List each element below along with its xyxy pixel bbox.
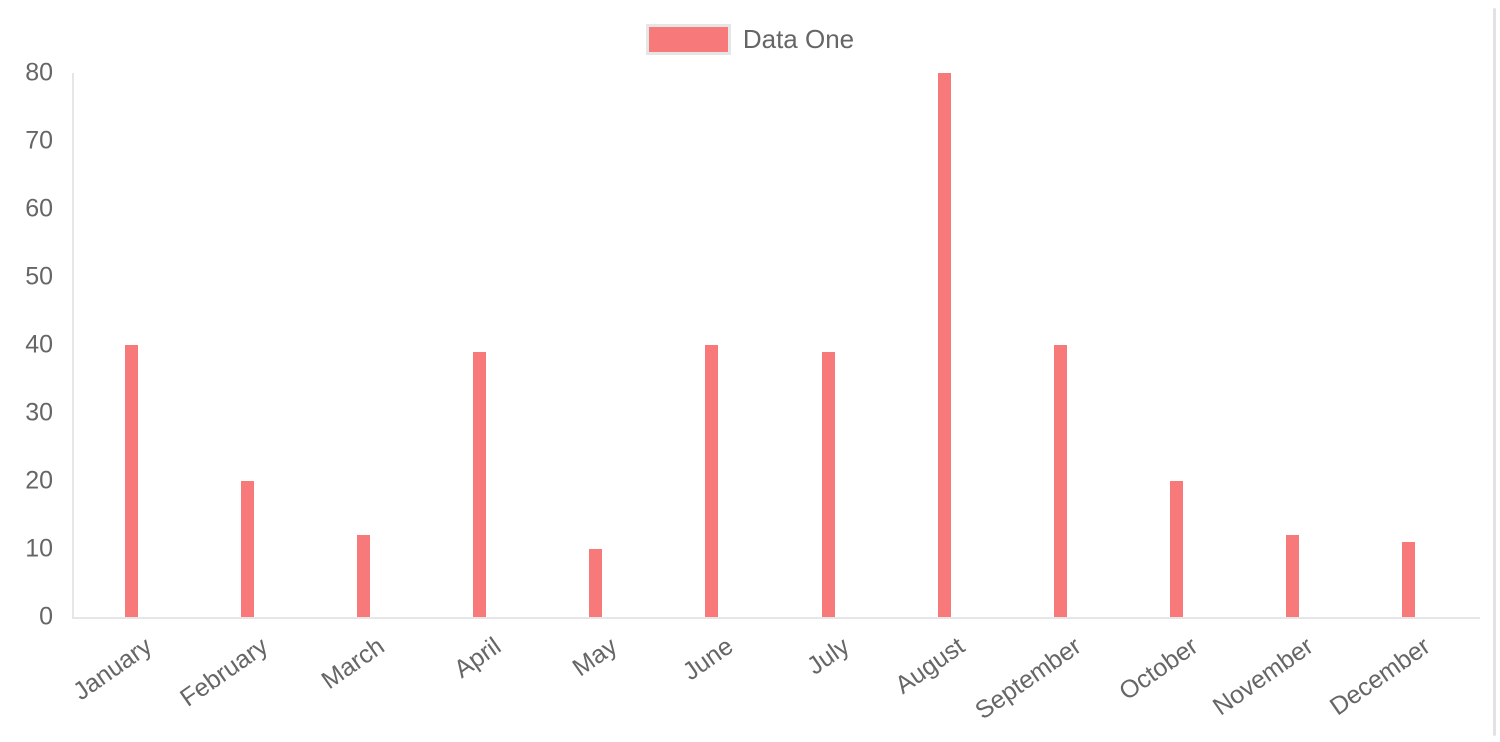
x-axis-tick-label: July [801,632,855,681]
x-axis-tick-label: April [448,632,506,684]
bar-february[interactable] [240,481,254,617]
bar-may[interactable] [589,549,603,617]
x-axis-tick-label: December [1324,632,1435,722]
scrollbar[interactable] [1493,8,1496,736]
y-axis-tick-label: 30 [25,398,53,427]
x-axis-tick-label: March [316,632,390,695]
y-axis-tick-label: 20 [25,466,53,495]
x-axis-tick-label: August [890,632,971,700]
y-axis-tick-label: 60 [25,194,53,223]
y-axis-tick-label: 80 [25,58,53,87]
bar-october[interactable] [1170,481,1184,617]
x-axis-tick-label: September [970,632,1087,726]
x-axis-tick-label: June [677,632,738,687]
bar-august[interactable] [937,73,951,617]
x-axis-line [72,617,1480,619]
x-axis-tick-label: January [68,632,158,706]
bar-july[interactable] [821,351,835,617]
bar-march[interactable] [356,535,370,617]
x-axis-tick-label: November [1208,632,1319,722]
x-axis-tick-label: February [175,632,274,713]
bar-june[interactable] [705,345,719,617]
bar-november[interactable] [1286,535,1300,617]
x-axis-tick-label: October [1113,632,1203,706]
y-axis-line [72,73,74,619]
y-axis-tick-label: 70 [25,126,53,155]
y-axis-tick-label: 40 [25,330,53,359]
legend-label: Data One [742,24,855,54]
bar-january[interactable] [124,345,138,617]
bar-december[interactable] [1402,542,1416,617]
y-axis-tick-label: 10 [25,534,53,563]
chart-legend[interactable]: Data One [0,24,1500,55]
legend-swatch [645,24,731,55]
y-axis-tick-label: 50 [25,262,53,291]
x-axis-tick-label: May [567,632,622,683]
bar-april[interactable] [473,351,487,617]
bar-september[interactable] [1053,345,1067,617]
y-axis-tick-label: 0 [39,602,53,631]
